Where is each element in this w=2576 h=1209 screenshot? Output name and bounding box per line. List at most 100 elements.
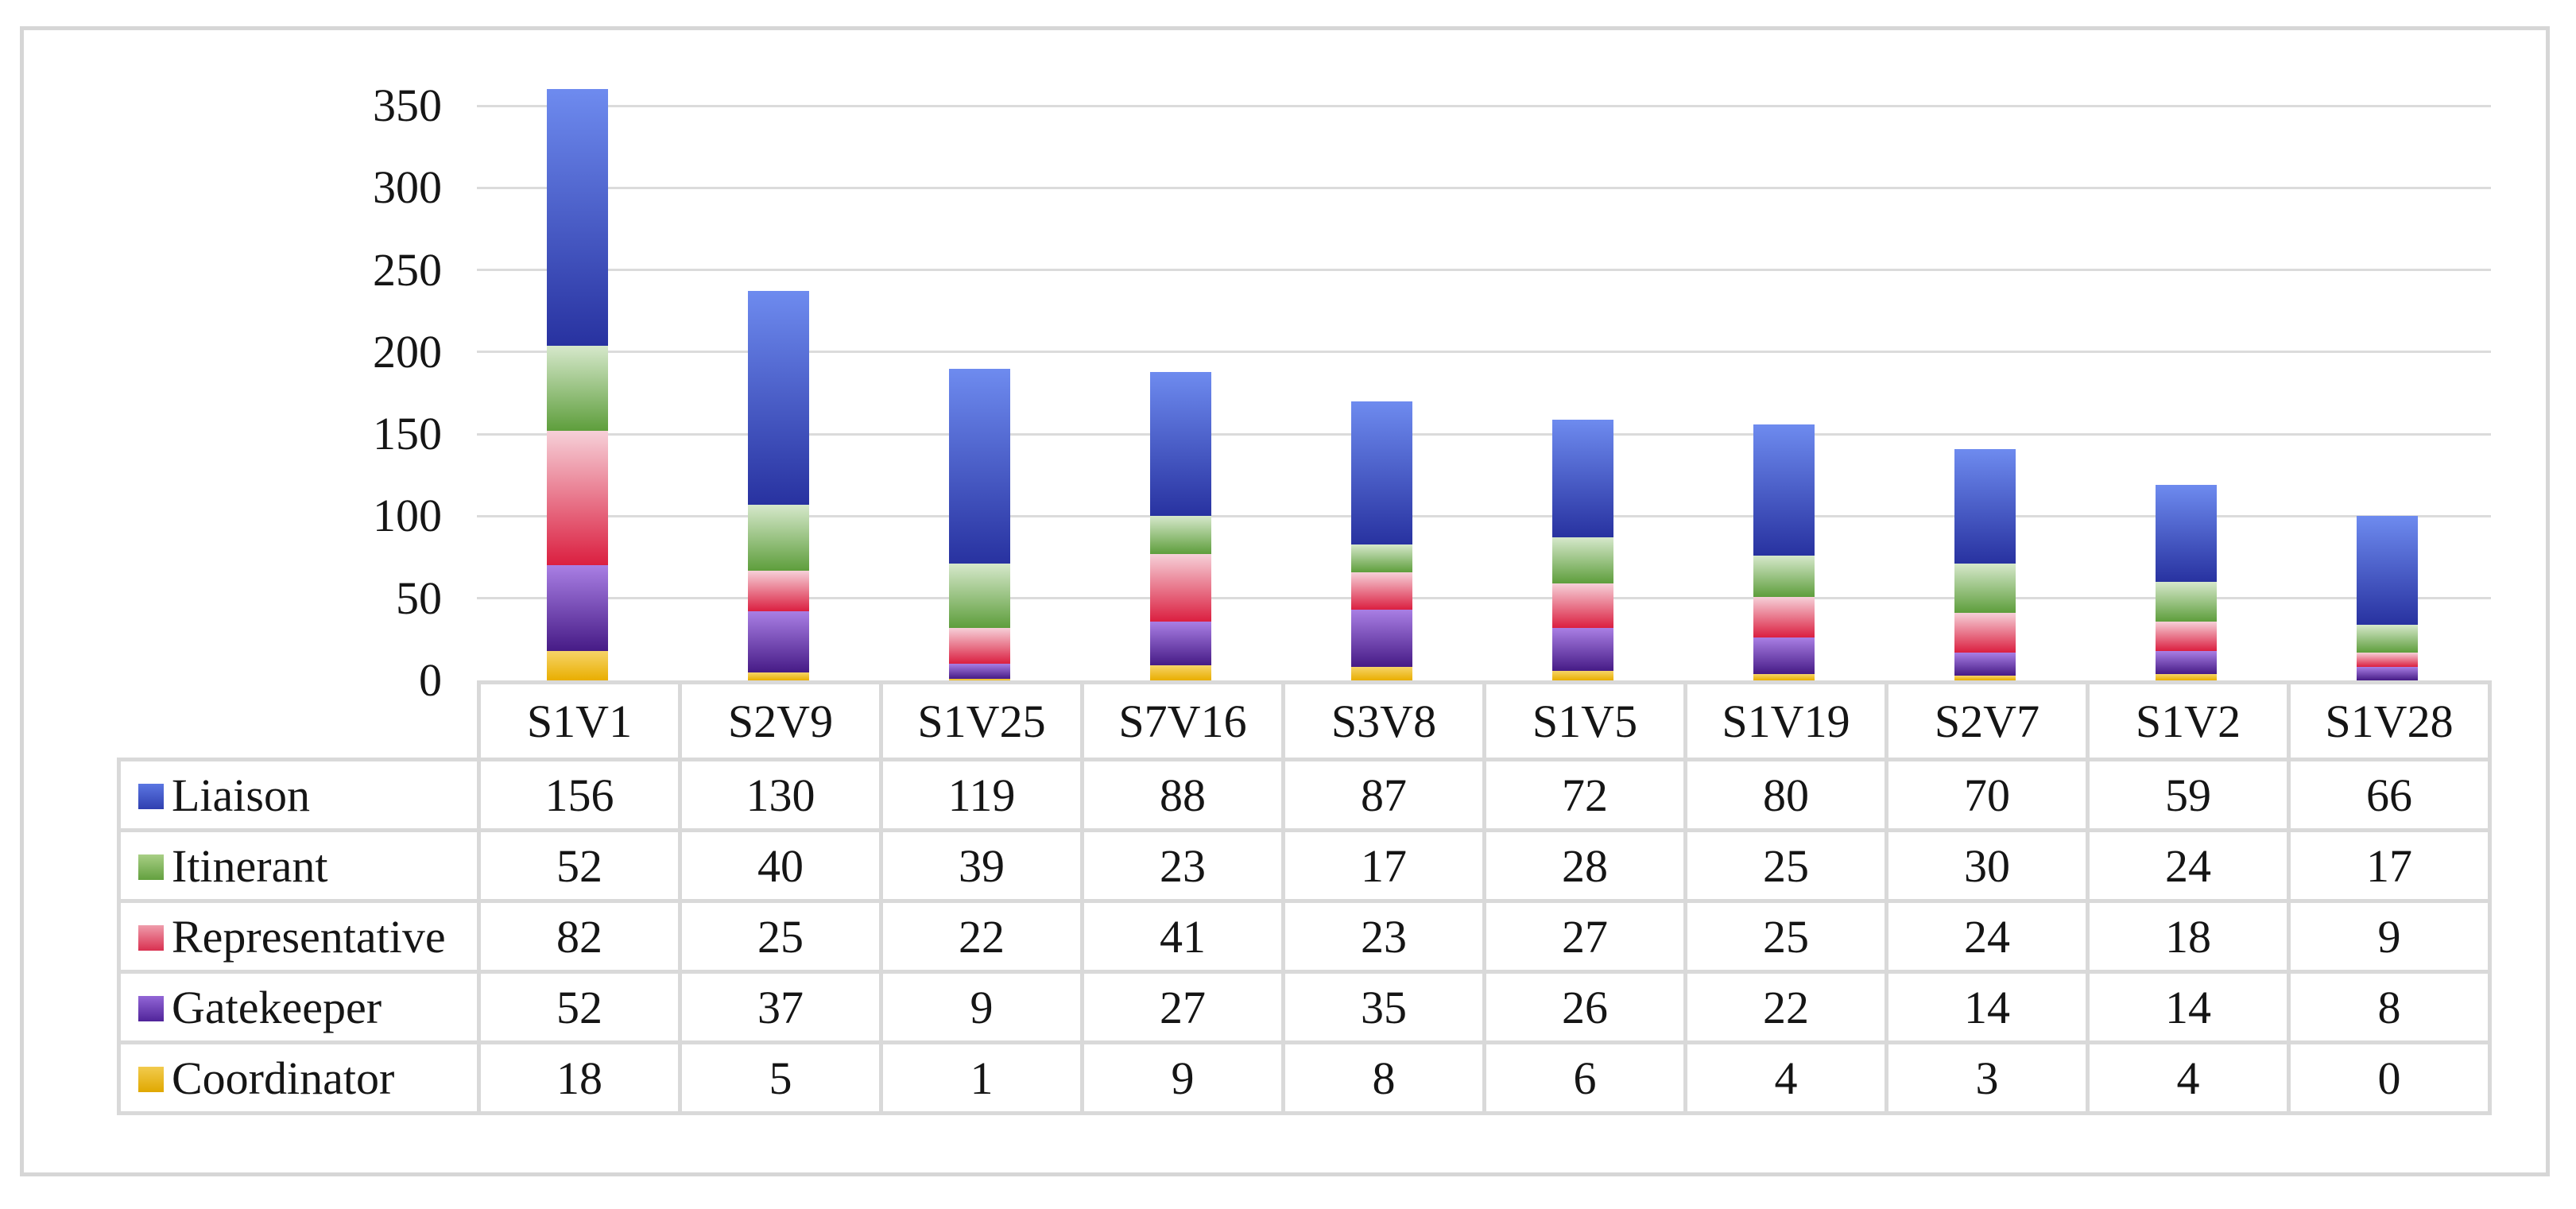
value-cell-coordinator-s1v5: 6 <box>1482 1040 1687 1115</box>
table-row-gatekeeper: Gatekeeper 52 37 9 27 35 26 22 14 14 8 <box>117 970 2492 1044</box>
value-cell-itinerant-s7v16: 23 <box>1080 828 1285 903</box>
bar-segment-liaison-s1v2 <box>2156 485 2217 583</box>
bar-segment-gatekeeper-s1v28 <box>2357 667 2418 680</box>
value-cell-coordinator-s1v25: 1 <box>879 1040 1084 1115</box>
bar-segment-coordinator-s3v8 <box>1351 667 1412 680</box>
bar-segment-liaison-s1v5 <box>1552 419 1613 538</box>
bar-segment-gatekeeper-s1v25 <box>949 664 1010 679</box>
value-cell-gatekeeper-s1v28: 8 <box>2287 970 2492 1044</box>
table-row-liaison: Liaison 156 130 119 88 87 72 80 70 59 66 <box>117 758 2492 832</box>
legend-swatch-coordinator-icon <box>138 1067 164 1093</box>
bar-segment-itinerant-s1v2 <box>2156 582 2217 622</box>
gridline-y-250 <box>477 269 2491 272</box>
series-name: Gatekeeper <box>172 981 382 1033</box>
series-name: Itinerant <box>172 839 328 892</box>
bar-segment-coordinator-s1v1 <box>547 650 608 680</box>
column-header-s2v9: S2V9 <box>678 680 883 761</box>
bar-segment-itinerant-s1v1 <box>547 345 608 431</box>
bar-segment-coordinator-s1v5 <box>1552 670 1613 680</box>
value-cell-itinerant-s1v5: 28 <box>1482 828 1687 903</box>
column-header-s3v8: S3V8 <box>1281 680 1486 761</box>
bar-segment-itinerant-s1v19 <box>1753 556 1815 597</box>
gridline-y-300 <box>477 186 2491 189</box>
bar-segment-itinerant-s1v5 <box>1552 537 1613 584</box>
value-cell-itinerant-s1v1: 52 <box>477 828 682 903</box>
gridline-y-350 <box>477 104 2491 107</box>
value-cell-liaison-s2v7: 70 <box>1885 758 2090 832</box>
value-cell-gatekeeper-s7v16: 27 <box>1080 970 1285 1044</box>
bar-segment-itinerant-s1v28 <box>2357 624 2418 653</box>
bar-segment-representative-s1v25 <box>949 627 1010 665</box>
value-cell-coordinator-s1v28: 0 <box>2287 1040 2492 1115</box>
gridline-y-50 <box>477 597 2491 600</box>
value-cell-liaison-s1v28: 66 <box>2287 758 2492 832</box>
value-cell-itinerant-s1v19: 25 <box>1683 828 1888 903</box>
value-cell-gatekeeper-s1v2: 14 <box>2086 970 2291 1044</box>
value-cell-itinerant-s3v8: 17 <box>1281 828 1486 903</box>
row-label-coordinator: Coordinator <box>117 1040 481 1115</box>
bar-segment-itinerant-s7v16 <box>1150 516 1211 554</box>
table-corner-cell <box>119 683 479 760</box>
value-cell-gatekeeper-s1v1: 52 <box>477 970 682 1044</box>
y-tick-label-150: 150 <box>373 408 442 460</box>
y-tick-label-200: 200 <box>373 325 442 378</box>
value-cell-gatekeeper-s1v5: 26 <box>1482 970 1687 1044</box>
column-header-s1v5: S1V5 <box>1482 680 1687 761</box>
bar-segment-gatekeeper-s7v16 <box>1150 621 1211 666</box>
bar-segment-gatekeeper-s1v5 <box>1552 627 1613 671</box>
value-cell-coordinator-s7v16: 9 <box>1080 1040 1285 1115</box>
bar-segment-itinerant-s2v7 <box>1954 564 2016 614</box>
value-cell-liaison-s1v25: 119 <box>879 758 1084 832</box>
series-name: Liaison <box>172 769 310 821</box>
value-cell-coordinator-s2v9: 5 <box>678 1040 883 1115</box>
bar-segment-representative-s1v5 <box>1552 583 1613 628</box>
bar-segment-gatekeeper-s1v1 <box>547 565 608 651</box>
bar-segment-coordinator-s7v16 <box>1150 665 1211 680</box>
bar-segment-liaison-s7v16 <box>1150 371 1211 517</box>
legend-swatch-liaison-icon <box>138 784 164 810</box>
y-tick-label-100: 100 <box>373 490 442 542</box>
bar-segment-liaison-s1v19 <box>1753 424 1815 556</box>
value-cell-liaison-s3v8: 87 <box>1281 758 1486 832</box>
table-row-itinerant: Itinerant 52 40 39 23 17 28 25 30 24 17 <box>117 828 2492 903</box>
value-cell-coordinator-s3v8: 8 <box>1281 1040 1486 1115</box>
gridline-y-200 <box>477 351 2491 354</box>
value-cell-representative-s1v2: 18 <box>2086 899 2291 974</box>
value-cell-gatekeeper-s3v8: 35 <box>1281 970 1486 1044</box>
data-table: S1V1 S2V9 S1V25 S7V16 S3V8 S1V5 S1V19 S2V7 S1V2 S… <box>117 680 2492 1115</box>
column-header-s7v16: S7V16 <box>1080 680 1285 761</box>
bar-segment-coordinator-s2v7 <box>1954 675 2016 680</box>
bar-segment-coordinator-s1v19 <box>1753 673 1815 680</box>
value-cell-liaison-s7v16: 88 <box>1080 758 1285 832</box>
bar-segment-itinerant-s2v9 <box>748 504 809 571</box>
value-cell-coordinator-s1v1: 18 <box>477 1040 682 1115</box>
bar-segment-liaison-s1v28 <box>2357 516 2418 625</box>
column-header-s1v2: S1V2 <box>2086 680 2291 761</box>
legend-swatch-itinerant-icon <box>138 854 164 881</box>
y-tick-label-350: 350 <box>373 79 442 131</box>
value-cell-itinerant-s1v25: 39 <box>879 828 1084 903</box>
value-cell-gatekeeper-s2v9: 37 <box>678 970 883 1044</box>
value-cell-gatekeeper-s1v19: 22 <box>1683 970 1888 1044</box>
value-cell-representative-s3v8: 23 <box>1281 899 1486 974</box>
row-label-liaison: Liaison <box>117 758 481 832</box>
series-name: Representative <box>172 910 446 963</box>
bar-segment-liaison-s1v1 <box>547 89 608 346</box>
bar-segment-liaison-s1v25 <box>949 368 1010 564</box>
bar-segment-coordinator-s1v25 <box>949 678 1010 680</box>
row-label-representative: Representative <box>117 899 481 974</box>
value-cell-coordinator-s1v2: 4 <box>2086 1040 2291 1115</box>
bar-segment-gatekeeper-s2v7 <box>1954 652 2016 676</box>
column-header-s2v7: S2V7 <box>1885 680 2090 761</box>
value-cell-representative-s7v16: 41 <box>1080 899 1285 974</box>
row-label-itinerant: Itinerant <box>117 828 481 903</box>
bar-segment-representative-s7v16 <box>1150 553 1211 622</box>
bar-segment-representative-s1v1 <box>547 431 608 566</box>
column-header-s1v25: S1V25 <box>879 680 1084 761</box>
value-cell-liaison-s1v19: 80 <box>1683 758 1888 832</box>
legend-swatch-representative-icon <box>138 925 164 951</box>
bar-segment-liaison-s3v8 <box>1351 401 1412 544</box>
series-name: Coordinator <box>172 1052 395 1104</box>
bar-segment-representative-s3v8 <box>1351 572 1412 610</box>
